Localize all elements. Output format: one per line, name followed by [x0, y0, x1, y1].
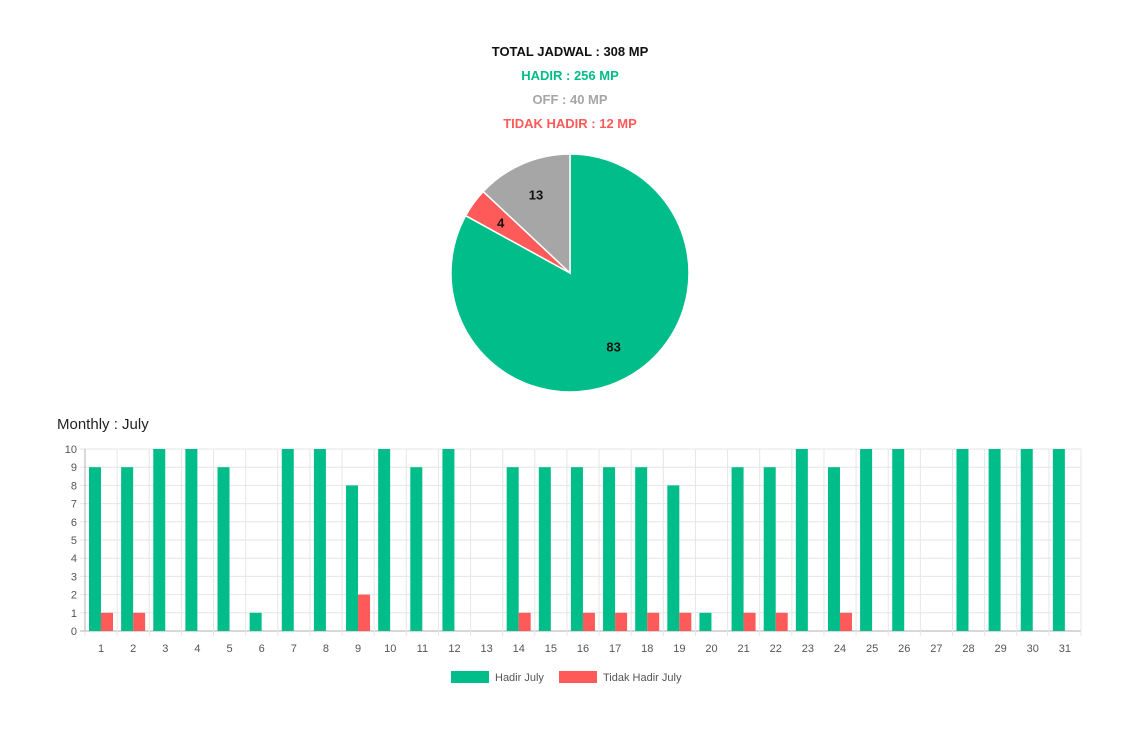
tidak-hadir-bar[interactable]: [518, 612, 531, 631]
hadir-bar[interactable]: [570, 467, 583, 631]
hadir-bar[interactable]: [281, 449, 294, 631]
pie-slice[interactable]: [482, 153, 571, 275]
pie-slice-label: 4: [497, 216, 505, 231]
hadir-bar[interactable]: [153, 449, 166, 631]
hadir-bar[interactable]: [795, 449, 808, 631]
x-tick-label: 23: [802, 643, 814, 655]
tidak-hadir-bar[interactable]: [101, 612, 113, 631]
pie-slice-label: 83: [606, 340, 620, 355]
x-tick-label: 13: [480, 643, 492, 655]
hadir-bar[interactable]: [442, 449, 455, 631]
legend-swatch: [451, 671, 489, 683]
hadir-bar[interactable]: [603, 467, 616, 631]
hadir-bar[interactable]: [731, 467, 744, 631]
x-tick-label: 2: [130, 643, 136, 655]
y-tick-label: 7: [71, 499, 77, 511]
y-tick-label: 9: [71, 462, 77, 474]
hadir-bar[interactable]: [860, 449, 873, 631]
x-tick-label: 26: [898, 643, 910, 655]
x-tick-label: 30: [1027, 643, 1039, 655]
hadir-bar[interactable]: [89, 467, 101, 631]
legend-label[interactable]: Hadir July: [495, 672, 544, 684]
x-tick-label: 15: [545, 643, 557, 655]
tidak-hadir-bar[interactable]: [358, 594, 371, 631]
hadir-bar[interactable]: [635, 467, 648, 631]
attendance-pie-chart: 83 4 13: [450, 153, 690, 393]
tidak-hadir-bar[interactable]: [679, 612, 692, 631]
x-tick-label: 28: [962, 643, 974, 655]
x-tick-label: 31: [1059, 643, 1071, 655]
y-tick-label: 2: [71, 590, 77, 602]
total-schedule-text: TOTAL JADWAL : 308 MP: [491, 44, 649, 59]
attendance-summary: TOTAL JADWAL : 308 MP HADIR : 256 MP OFF…: [0, 40, 1140, 136]
tidak-hadir-bar[interactable]: [615, 612, 628, 631]
hadir-bar[interactable]: [249, 612, 262, 631]
hadir-bar[interactable]: [506, 467, 519, 631]
legend-swatch: [559, 671, 597, 683]
x-tick-label: 6: [259, 643, 265, 655]
y-tick-label: 0: [71, 626, 77, 638]
y-tick-label: 8: [71, 480, 77, 492]
tidak-hadir-bar[interactable]: [743, 612, 756, 631]
y-tick-label: 10: [65, 444, 77, 456]
x-tick-label: 29: [995, 643, 1007, 655]
x-tick-label: 3: [162, 643, 168, 655]
x-tick-label: 21: [738, 643, 750, 655]
x-tick-label: 27: [930, 643, 942, 655]
y-tick-label: 5: [71, 535, 77, 547]
x-tick-label: 7: [291, 643, 297, 655]
tidak-hadir-bar[interactable]: [647, 612, 660, 631]
hadir-bar[interactable]: [217, 467, 230, 631]
hadir-bar[interactable]: [667, 485, 680, 631]
x-tick-label: 17: [609, 643, 621, 655]
x-tick-label: 8: [323, 643, 329, 655]
absent-text: TIDAK HADIR : 12 MP: [503, 116, 637, 131]
x-tick-label: 10: [384, 643, 396, 655]
x-tick-label: 20: [705, 643, 717, 655]
y-tick-label: 3: [71, 571, 77, 583]
x-tick-label: 22: [770, 643, 782, 655]
tidak-hadir-bar[interactable]: [133, 612, 146, 631]
x-tick-label: 25: [866, 643, 878, 655]
x-tick-label: 14: [513, 643, 525, 655]
hadir-bar[interactable]: [378, 449, 391, 631]
x-tick-label: 1: [98, 643, 104, 655]
hadir-bar[interactable]: [538, 467, 551, 631]
x-tick-label: 4: [194, 643, 200, 655]
hadir-bar[interactable]: [892, 449, 905, 631]
legend-label[interactable]: Tidak Hadir July: [603, 672, 682, 684]
y-tick-label: 6: [71, 517, 77, 529]
hadir-bar[interactable]: [185, 449, 198, 631]
x-tick-label: 12: [448, 643, 460, 655]
monthly-chart-title: Monthly : July: [57, 416, 149, 433]
hadir-bar[interactable]: [121, 467, 134, 631]
hadir-bar[interactable]: [410, 467, 423, 631]
hadir-bar[interactable]: [313, 449, 326, 631]
x-tick-label: 11: [417, 643, 428, 655]
x-tick-label: 24: [834, 643, 846, 655]
off-text: OFF : 40 MP: [532, 92, 608, 107]
hadir-bar[interactable]: [956, 449, 969, 631]
present-text: HADIR : 256 MP: [521, 68, 619, 83]
x-tick-label: 19: [673, 643, 685, 655]
hadir-bar[interactable]: [827, 467, 840, 631]
y-tick-label: 4: [71, 553, 77, 565]
hadir-bar[interactable]: [988, 449, 1001, 631]
hadir-bar[interactable]: [346, 485, 359, 631]
tidak-hadir-bar[interactable]: [839, 612, 852, 631]
y-tick-label: 1: [71, 608, 77, 620]
x-tick-label: 5: [227, 643, 233, 655]
hadir-bar[interactable]: [1052, 449, 1065, 631]
x-tick-label: 9: [355, 643, 361, 655]
x-tick-label: 16: [577, 643, 589, 655]
hadir-bar[interactable]: [1020, 449, 1033, 631]
x-tick-label: 18: [641, 643, 653, 655]
pie-slice-label: 13: [529, 187, 543, 202]
tidak-hadir-bar[interactable]: [582, 612, 595, 631]
hadir-bar[interactable]: [699, 612, 712, 631]
hadir-bar[interactable]: [763, 467, 776, 631]
tidak-hadir-bar[interactable]: [775, 612, 788, 631]
